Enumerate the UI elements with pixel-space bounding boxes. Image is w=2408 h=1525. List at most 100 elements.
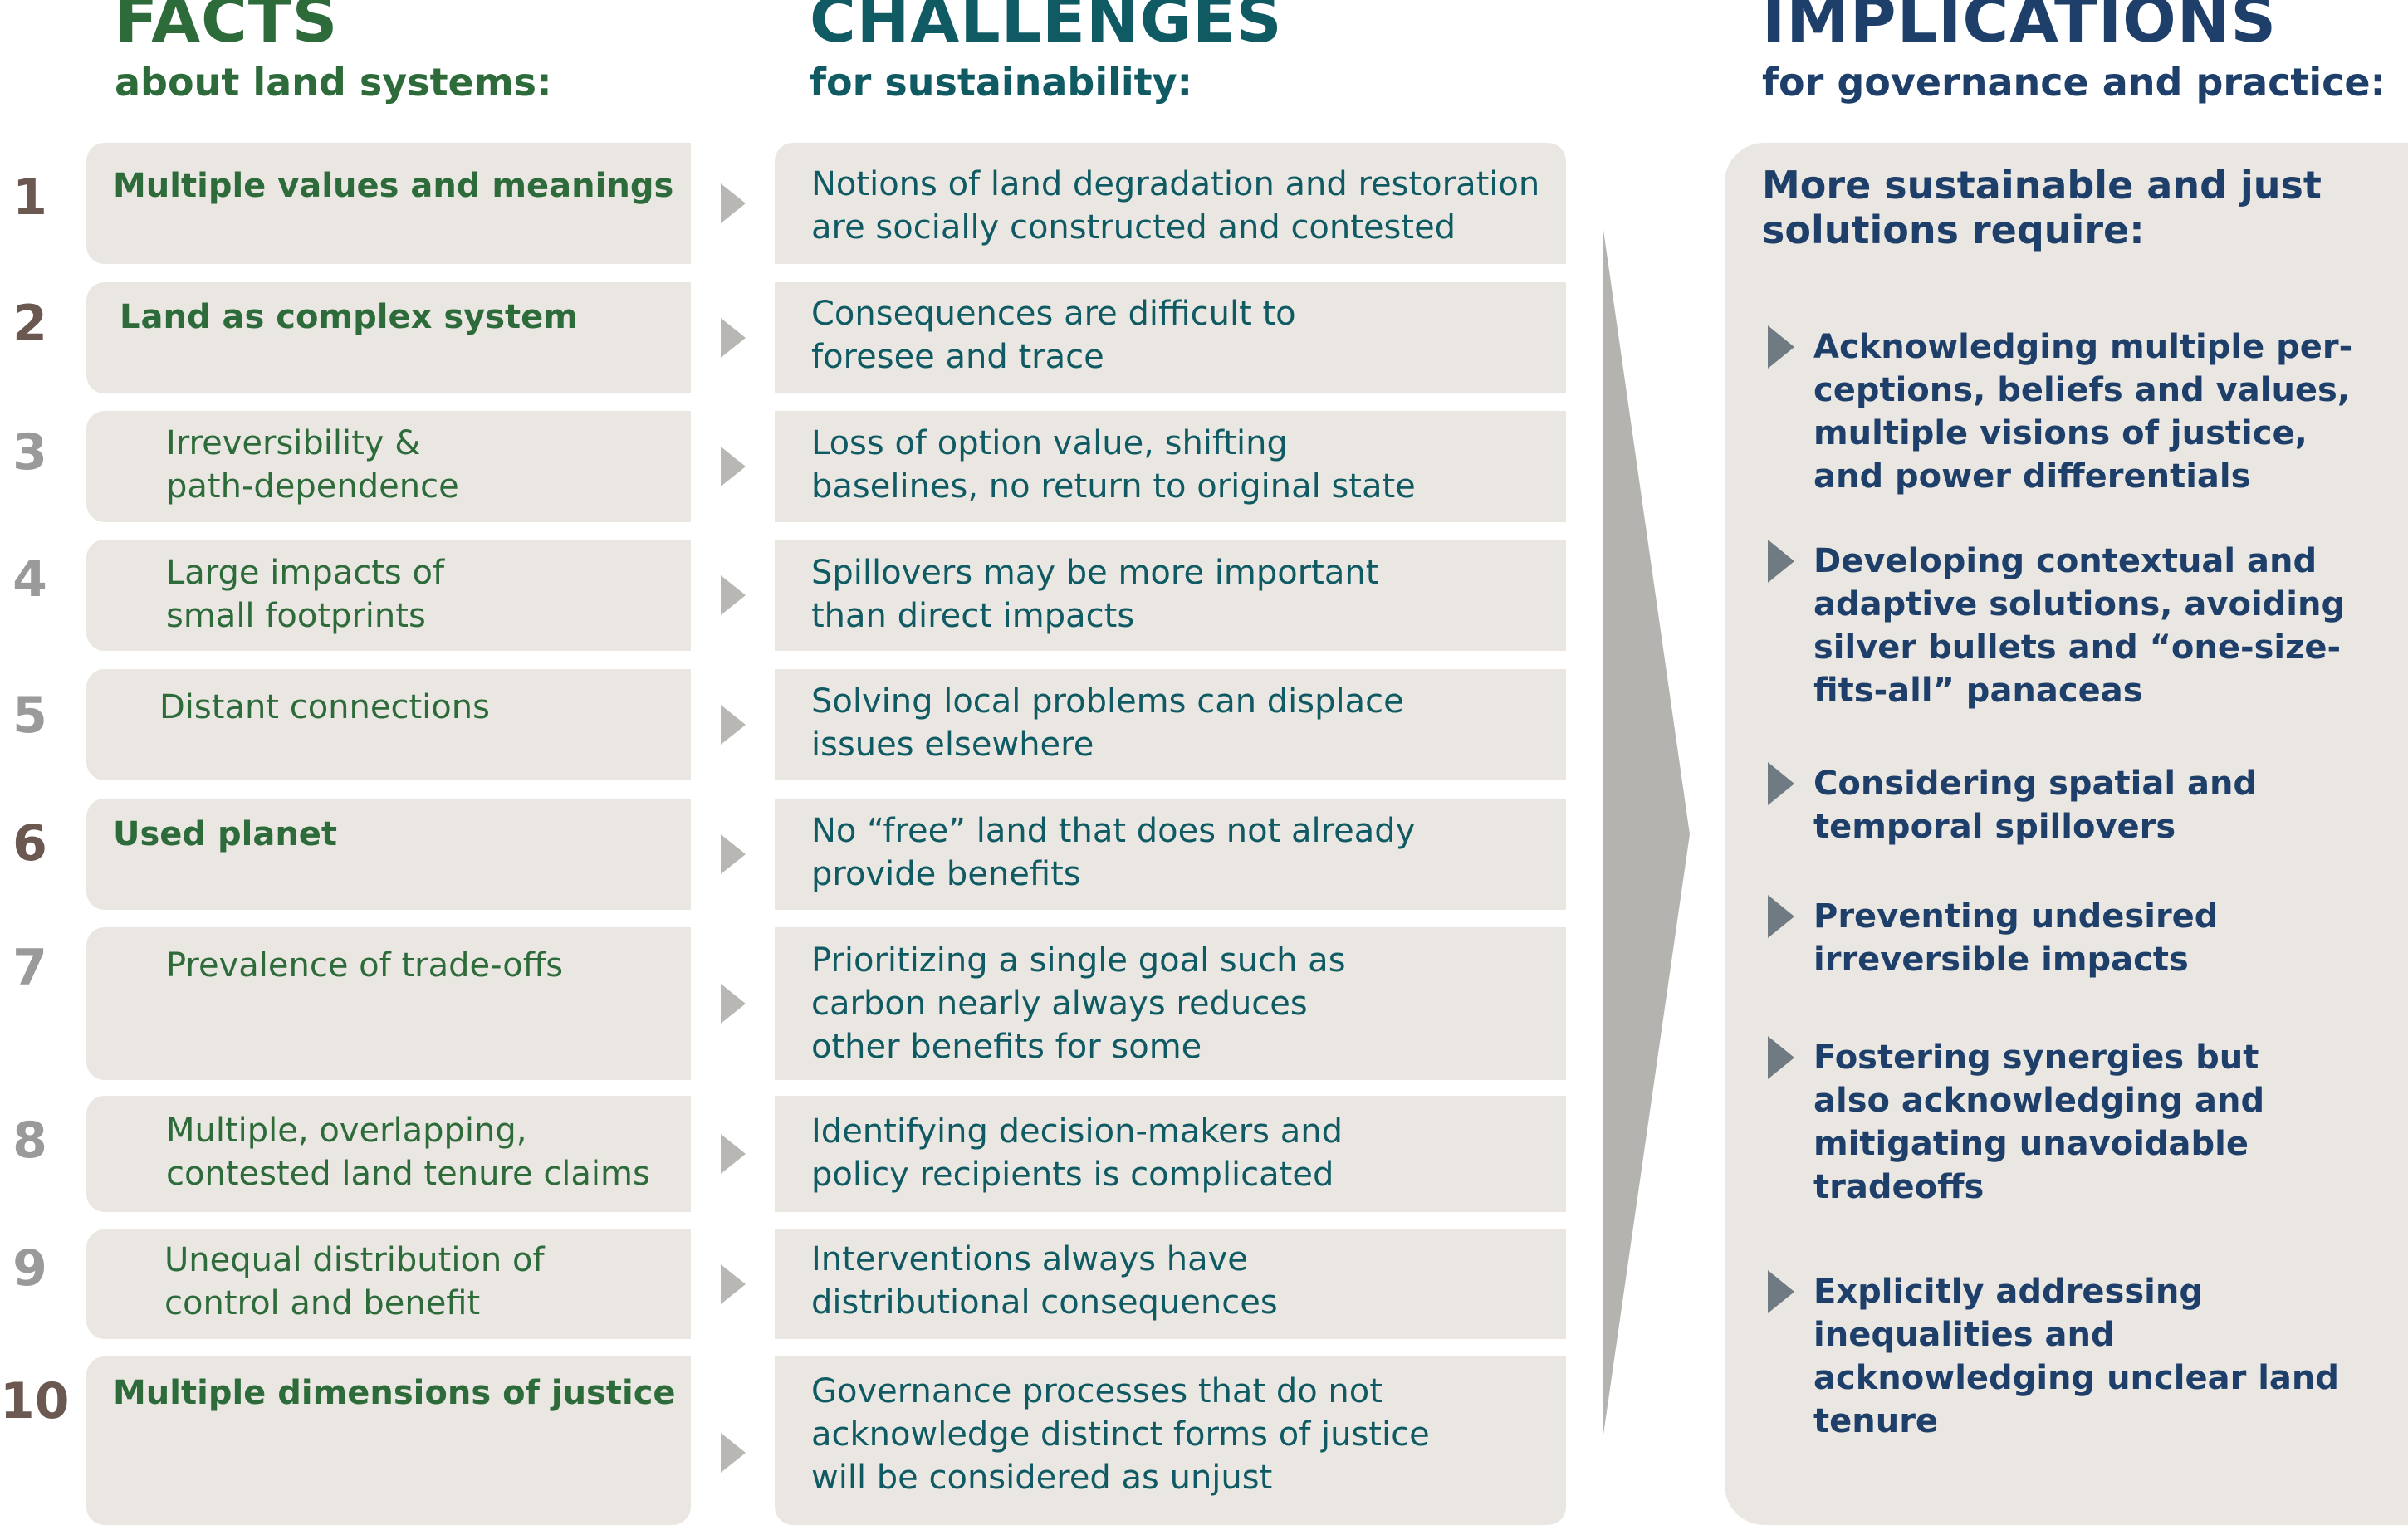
- challenge-text: Governance processes that do not acknowle…: [811, 1370, 1430, 1499]
- challenge-line: are socially constructed and contested: [811, 208, 1456, 247]
- facts-subtitle: about land systems:: [115, 60, 552, 105]
- implication-arrow-icon: [1768, 540, 1794, 583]
- fact-line: Multiple dimensions of justice: [113, 1374, 676, 1412]
- row-arrow-icon: [721, 183, 746, 223]
- challenge-text: Notions of land degradation and restorat…: [811, 163, 1539, 249]
- challenge-box: [775, 799, 1566, 910]
- fact-box: [86, 799, 691, 910]
- implications-intro: More sustainable and just solutions requ…: [1762, 163, 2322, 252]
- row-number: 4: [12, 550, 47, 609]
- implication-line: fits-all” panaceas: [1813, 672, 2143, 710]
- implication-line: and power differentials: [1813, 457, 2251, 496]
- implication-line: Acknowledging multiple per-: [1813, 328, 2353, 366]
- challenge-text: Interventions always have distributional …: [811, 1238, 1278, 1324]
- implications-intro-line: More sustainable and just: [1762, 163, 2322, 208]
- implication-arrow-icon: [1768, 1036, 1794, 1079]
- challenge-box: [775, 143, 1566, 264]
- fact-box: [86, 1356, 691, 1525]
- fact-box: [86, 1096, 691, 1212]
- challenge-text: Consequences are difficult to foresee and…: [811, 292, 1296, 379]
- fact-line: Land as complex system: [120, 298, 578, 336]
- challenge-box: [775, 411, 1566, 522]
- challenge-line: Identifying decision-makers and: [811, 1112, 1343, 1151]
- row-number: 3: [12, 423, 47, 481]
- fact-line: small footprints: [166, 597, 426, 635]
- row-number: 6: [12, 814, 47, 872]
- fact-box: [86, 927, 691, 1080]
- challenge-box: [775, 1356, 1566, 1525]
- challenge-box: [775, 540, 1566, 651]
- fact-text: Multiple, overlapping, contested land ten…: [166, 1109, 650, 1195]
- row-number: 2: [12, 295, 47, 353]
- implication-line: adaptive solutions, avoiding: [1813, 585, 2346, 623]
- implication-line: tradeoffs: [1813, 1168, 1985, 1206]
- challenges-subtitle: for sustainability:: [810, 60, 1193, 105]
- row-arrow-icon: [721, 1432, 746, 1473]
- challenge-text: Identifying decision-makers and policy re…: [811, 1110, 1343, 1196]
- fact-box: [86, 669, 691, 780]
- row-number: 1: [12, 169, 47, 227]
- fact-line: contested land tenure claims: [166, 1155, 650, 1193]
- implications-intro-line: solutions require:: [1762, 208, 2145, 252]
- challenge-box: [775, 1229, 1566, 1339]
- fact-box: [86, 143, 691, 264]
- row-number: 5: [12, 687, 47, 745]
- implication-line: Fostering synergies but: [1813, 1039, 2259, 1077]
- challenge-text: Spillovers may be more important than dir…: [811, 551, 1378, 638]
- challenge-box: [775, 1096, 1566, 1212]
- fact-text: Used planet: [113, 813, 337, 856]
- implication-line: acknowledging unclear land: [1813, 1359, 2340, 1397]
- challenge-text: Prioritizing a single goal such as carbon…: [811, 939, 1346, 1068]
- challenge-line: acknowledge distinct forms of justice: [811, 1415, 1430, 1454]
- challenge-line: issues elsewhere: [811, 726, 1094, 764]
- row-number: 7: [12, 939, 47, 997]
- fact-line: Multiple, overlapping,: [166, 1112, 527, 1150]
- challenge-line: baselines, no return to original state: [811, 467, 1416, 506]
- fact-line: Multiple values and meanings: [113, 167, 674, 205]
- challenge-line: Consequences are difficult to: [811, 295, 1296, 333]
- fact-text: Irreversibility & path-dependence: [166, 422, 459, 508]
- implications-panel: [1725, 143, 2408, 1525]
- fact-line: Irreversibility &: [166, 424, 421, 462]
- challenge-text: No “free” land that does not already prov…: [811, 809, 1415, 896]
- implication-line: mitigating unavoidable: [1813, 1125, 2249, 1163]
- challenge-line: distributional consequences: [811, 1283, 1278, 1322]
- implication-item: Acknowledging multiple per-ceptions, bel…: [1813, 325, 2352, 498]
- challenge-line: No “free” land that does not already: [811, 812, 1416, 850]
- implication-line: irreversible impacts: [1813, 941, 2189, 979]
- fact-text: Unequal distribution of control and benef…: [164, 1239, 545, 1325]
- implication-item: Developing contextual and adaptive soluti…: [1813, 540, 2345, 712]
- implications-subtitle: for governance and practice:: [1762, 60, 2386, 105]
- implication-arrow-icon: [1768, 762, 1794, 805]
- challenge-line: Governance processes that do not: [811, 1372, 1383, 1410]
- challenge-line: will be considered as unjust: [811, 1459, 1273, 1497]
- challenge-line: Notions of land degradation and restorat…: [811, 165, 1540, 203]
- challenge-line: than direct impacts: [811, 597, 1135, 635]
- implication-line: multiple visions of justice,: [1813, 414, 2308, 452]
- row-arrow-icon: [721, 834, 746, 874]
- implication-line: Explicitly addressing: [1813, 1273, 2203, 1311]
- implication-line: ceptions, beliefs and values,: [1813, 371, 2351, 409]
- implication-item: Considering spatial and temporal spillove…: [1813, 762, 2257, 848]
- fact-box: [86, 1229, 691, 1339]
- challenge-box: [775, 282, 1566, 393]
- challenge-line: foresee and trace: [811, 338, 1104, 376]
- challenge-text: Loss of option value, shifting baselines,…: [811, 422, 1416, 508]
- implication-line: Developing contextual and: [1813, 542, 2317, 580]
- fact-text: Distant connections: [159, 686, 490, 729]
- implication-item: Preventing undesired irreversible impacts: [1813, 895, 2218, 981]
- fact-line: Distant connections: [159, 688, 490, 726]
- challenge-line: Solving local problems can displace: [811, 682, 1404, 721]
- challenges-title: CHALLENGES: [810, 0, 1283, 56]
- challenge-line: provide benefits: [811, 855, 1081, 893]
- fact-line: control and benefit: [164, 1284, 481, 1322]
- fact-line: Large impacts of: [166, 554, 445, 592]
- row-arrow-icon: [721, 575, 746, 615]
- row-arrow-icon: [721, 447, 746, 486]
- row-arrow-icon: [721, 1264, 746, 1304]
- implication-line: inequalities and: [1813, 1316, 2115, 1354]
- challenge-line: carbon nearly always reduces: [811, 985, 1308, 1023]
- fact-text: Multiple dimensions of justice: [113, 1371, 676, 1415]
- implication-item: Fostering synergies but also acknowledgin…: [1813, 1036, 2264, 1209]
- implication-item: Explicitly addressing inequalities and ack…: [1813, 1270, 2339, 1443]
